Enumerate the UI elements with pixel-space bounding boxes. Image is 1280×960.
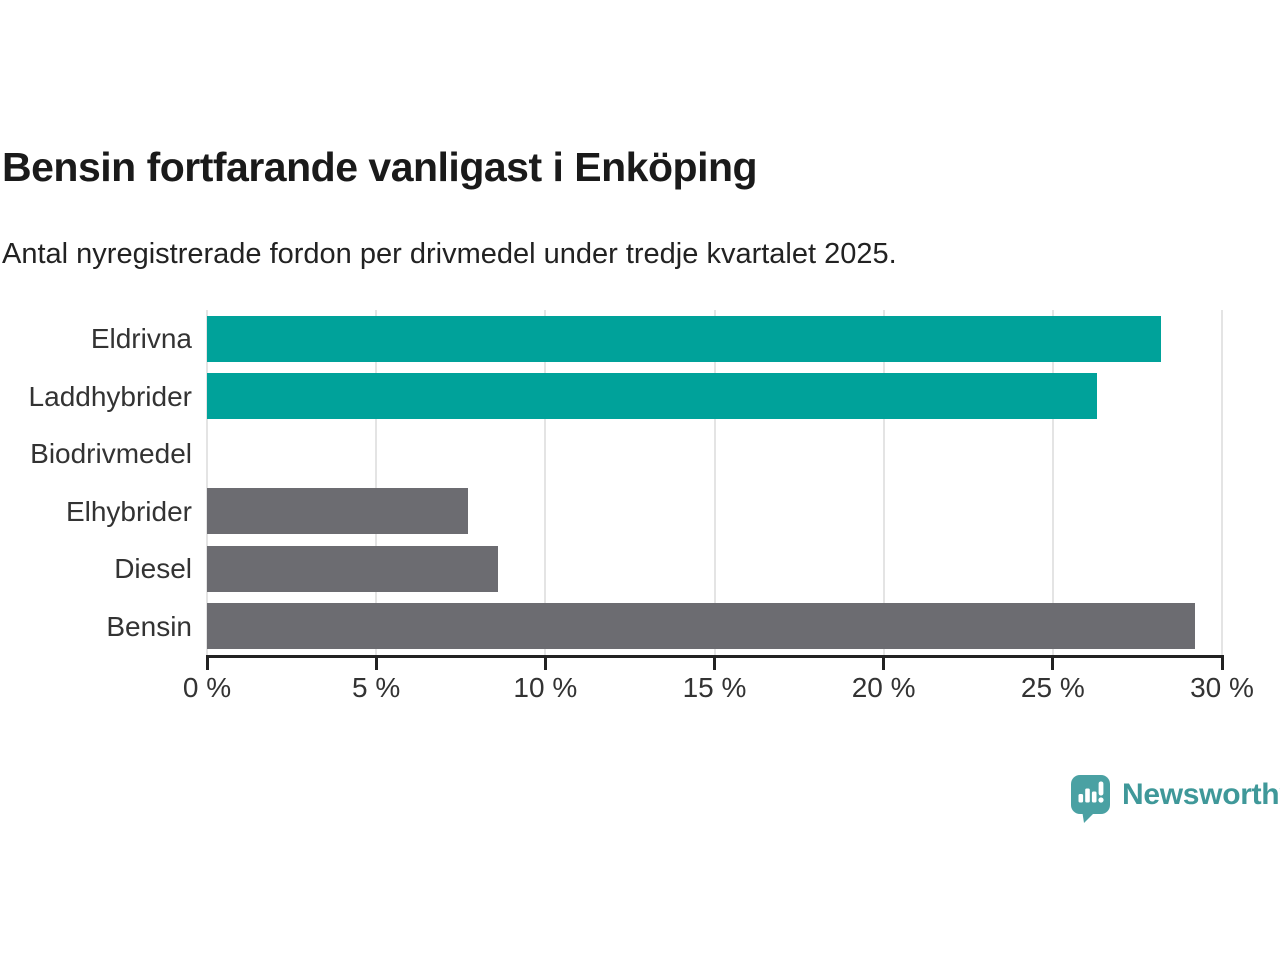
x-tick-label: 20 % [851, 672, 916, 703]
newsworthy-logo-text: Newsworthy [1122, 778, 1280, 811]
x-tick-label: 15 % [682, 672, 747, 703]
gridline-10 [544, 310, 547, 655]
plot-area [206, 310, 1223, 655]
x-tick-label: 0 % [182, 672, 232, 703]
bar-laddhybrider [207, 373, 1097, 420]
bar-eldrivna [207, 315, 1162, 362]
gridline-25 [1051, 310, 1054, 655]
chart-subtitle: Antal nyregistrerade fordon per drivmede… [2, 238, 897, 270]
x-axis-tick-15 [713, 658, 716, 670]
x-axis-tick-5 [374, 658, 378, 670]
x-axis-tick-25 [1051, 658, 1055, 670]
gridline-30 [1221, 310, 1223, 655]
x-axis-line [206, 655, 1224, 658]
x-tick-label: 30 % [1190, 672, 1254, 703]
gridline-20 [882, 310, 885, 655]
x-axis-tick-20 [882, 658, 886, 670]
newsworthy-logo-icon [1070, 774, 1111, 824]
gridline-5 [375, 310, 378, 655]
x-tick-label: 10 % [513, 672, 578, 703]
gridline-15 [713, 310, 716, 655]
x-tick-label: 25 % [1020, 672, 1085, 703]
category-label: Eldrivna [90, 323, 192, 354]
bar-bensin [207, 603, 1195, 650]
x-axis-tick-0 [205, 658, 209, 670]
x-axis-tick-30 [1220, 658, 1224, 670]
x-tick-label: 5 % [352, 672, 401, 703]
category-label: Elhybrider [65, 495, 192, 527]
bar-elhybrider [207, 488, 468, 535]
x-axis-tick-10 [543, 658, 547, 670]
category-label: Biodrivmedel [30, 438, 192, 469]
bar-chart: Eldrivna Laddhybrider Biodrivmedel Elhybrid… [0, 310, 1280, 710]
category-label: Bensin [106, 610, 192, 642]
gridline-0 [206, 310, 208, 655]
bar-diesel [207, 545, 498, 592]
chart-title: Bensin fortfarande vanligast i Enköping [2, 144, 758, 190]
category-label: Laddhybrider [28, 380, 192, 412]
category-label: Diesel [114, 553, 192, 584]
newsworthy-logo: Newsworthy [1070, 774, 1280, 824]
